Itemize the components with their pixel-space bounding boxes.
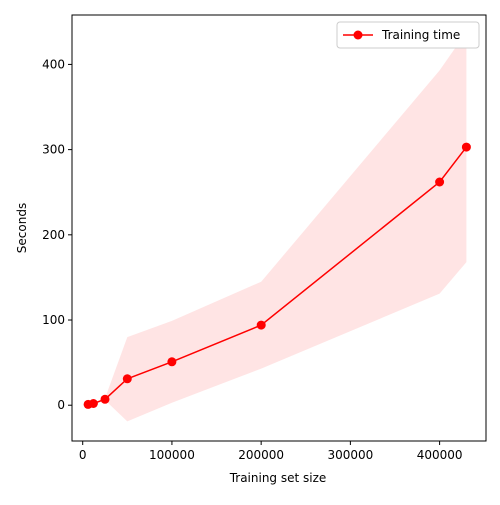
x-tick-label: 300000	[327, 448, 373, 462]
y-tick-label: 400	[42, 57, 65, 71]
confidence-band-layer	[88, 32, 467, 422]
y-tick-label: 200	[42, 228, 65, 242]
x-tick-label: 400000	[417, 448, 463, 462]
y-axis-label: Seconds	[15, 203, 29, 253]
data-point	[435, 177, 445, 187]
y-tick-label: 300	[42, 143, 65, 157]
data-point	[256, 320, 266, 330]
confidence-band	[88, 32, 467, 422]
x-tick-label: 0	[79, 448, 87, 462]
legend: Training time	[336, 21, 480, 49]
y-tick-label: 100	[42, 313, 65, 327]
legend-box	[336, 21, 480, 49]
x-axis-ticks: 0 100000 200000 300000 400000	[79, 441, 463, 462]
data-point	[88, 399, 98, 408]
legend-label: Training time	[381, 28, 460, 42]
y-tick-label: 0	[57, 398, 65, 412]
data-point	[461, 142, 471, 152]
data-point	[100, 394, 110, 404]
legend-marker	[353, 30, 363, 40]
x-tick-label: 200000	[238, 448, 284, 462]
x-axis-label: Training set size	[229, 471, 327, 485]
x-tick-label: 100000	[149, 448, 195, 462]
data-point	[167, 357, 177, 367]
plot-frame	[71, 14, 487, 442]
data-points-layer	[83, 142, 471, 409]
data-point	[122, 374, 132, 384]
y-axis-ticks: 0 100 200 300 400	[42, 57, 72, 412]
